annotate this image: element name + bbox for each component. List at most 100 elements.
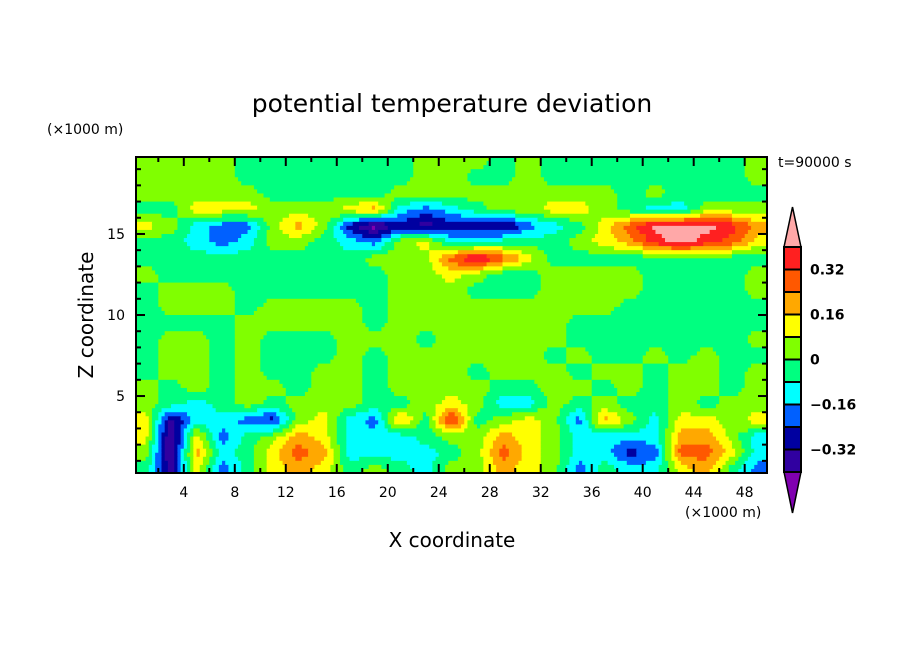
contour-cell — [559, 452, 574, 458]
contour-cell — [362, 363, 389, 369]
contour-cell — [222, 440, 226, 446]
contour-cell — [161, 432, 169, 438]
contour-cell — [183, 452, 188, 458]
contour-cell — [276, 436, 290, 442]
contour-cell — [225, 428, 274, 434]
contour-cell — [234, 290, 389, 296]
contour-cell — [136, 363, 159, 369]
contour-cell — [489, 157, 516, 162]
contour-cell — [754, 238, 768, 243]
contour-cell — [429, 233, 449, 239]
contour-cell — [273, 428, 284, 434]
contour-cell — [515, 464, 542, 470]
contour-cell — [241, 440, 258, 446]
contour-cell — [719, 375, 746, 381]
contour-cell — [136, 306, 163, 312]
contour-cell — [747, 221, 768, 227]
contour-cell — [384, 351, 545, 357]
contour-cell — [136, 254, 373, 259]
contour-cell — [700, 205, 768, 211]
contour-cell — [234, 331, 268, 336]
contour-cell — [145, 456, 153, 462]
contour-cell — [285, 396, 363, 401]
contour-cell — [365, 351, 386, 357]
contour-cell — [288, 233, 303, 239]
contour-cell — [218, 468, 230, 474]
contour-cell — [336, 339, 418, 344]
contour-cell — [244, 416, 271, 421]
contour-cell — [355, 412, 382, 417]
contour-cell — [413, 161, 488, 166]
contour-cell — [735, 452, 743, 458]
contour-cell — [559, 444, 574, 450]
contour-cell — [327, 225, 335, 231]
contour-cell — [180, 416, 191, 421]
contour-cell — [540, 428, 561, 434]
contour-cell — [410, 464, 433, 470]
contour-cell — [339, 213, 382, 219]
colorbar-label: 0.16 — [810, 308, 845, 324]
contour-cell — [378, 201, 392, 207]
contour-cell — [668, 355, 692, 361]
contour-cell — [502, 456, 507, 462]
contour-cell — [161, 213, 179, 219]
contour-cell — [461, 424, 469, 430]
contour-cell — [489, 387, 542, 393]
contour-cell — [671, 444, 676, 450]
contour-cell — [464, 416, 472, 421]
contour-cell — [757, 233, 768, 239]
contour-cell — [136, 310, 166, 316]
contour-cell — [543, 177, 749, 182]
contour-cell — [199, 428, 210, 434]
contour-cell — [537, 290, 641, 296]
contour-cell — [384, 242, 395, 247]
contour-cell — [406, 181, 472, 186]
contour-cell — [371, 205, 376, 211]
contour-cell — [575, 464, 586, 470]
contour-cell — [512, 177, 545, 182]
contour-cell — [518, 460, 542, 466]
contour-cell — [744, 278, 768, 284]
contour-cell — [422, 205, 430, 211]
contour-cell — [368, 262, 433, 267]
contour-cell — [136, 177, 239, 182]
contour-cell — [649, 347, 663, 353]
contour-cell — [572, 246, 615, 251]
contour-cell — [174, 424, 182, 430]
contour-cell — [744, 371, 768, 377]
contour-cell — [234, 319, 363, 324]
contour-cell — [362, 359, 389, 365]
contour-cell — [234, 367, 261, 373]
contour-cell — [719, 468, 730, 474]
contour-cell — [394, 391, 488, 397]
contour-cell — [263, 302, 360, 308]
contour-cell — [241, 460, 255, 466]
contour-cell — [550, 262, 768, 267]
contour-cell — [158, 400, 188, 405]
contour-cell — [731, 242, 749, 247]
contour-cell — [671, 456, 679, 462]
contour-cell — [677, 432, 714, 438]
contour-cell — [559, 460, 571, 466]
contour-cell — [186, 387, 207, 393]
contour-cell — [575, 468, 586, 474]
contour-cell — [470, 169, 516, 174]
contour-cell — [410, 201, 443, 207]
contour-cell — [629, 233, 647, 239]
contour-cell — [432, 266, 449, 272]
contour-cell — [190, 420, 239, 425]
contour-cell — [735, 460, 746, 466]
contour-cell — [136, 270, 156, 276]
contour-cell — [751, 420, 768, 425]
contour-cell — [441, 242, 571, 247]
contour-cell — [288, 213, 309, 219]
contour-cell — [693, 468, 711, 474]
contour-cell — [190, 205, 258, 211]
contour-field — [136, 157, 768, 474]
contour-cell — [572, 452, 615, 458]
contour-cell — [626, 242, 644, 247]
contour-cell — [515, 213, 545, 219]
contour-cell — [390, 229, 523, 235]
contour-cell — [547, 359, 567, 365]
contour-cell — [569, 371, 593, 377]
